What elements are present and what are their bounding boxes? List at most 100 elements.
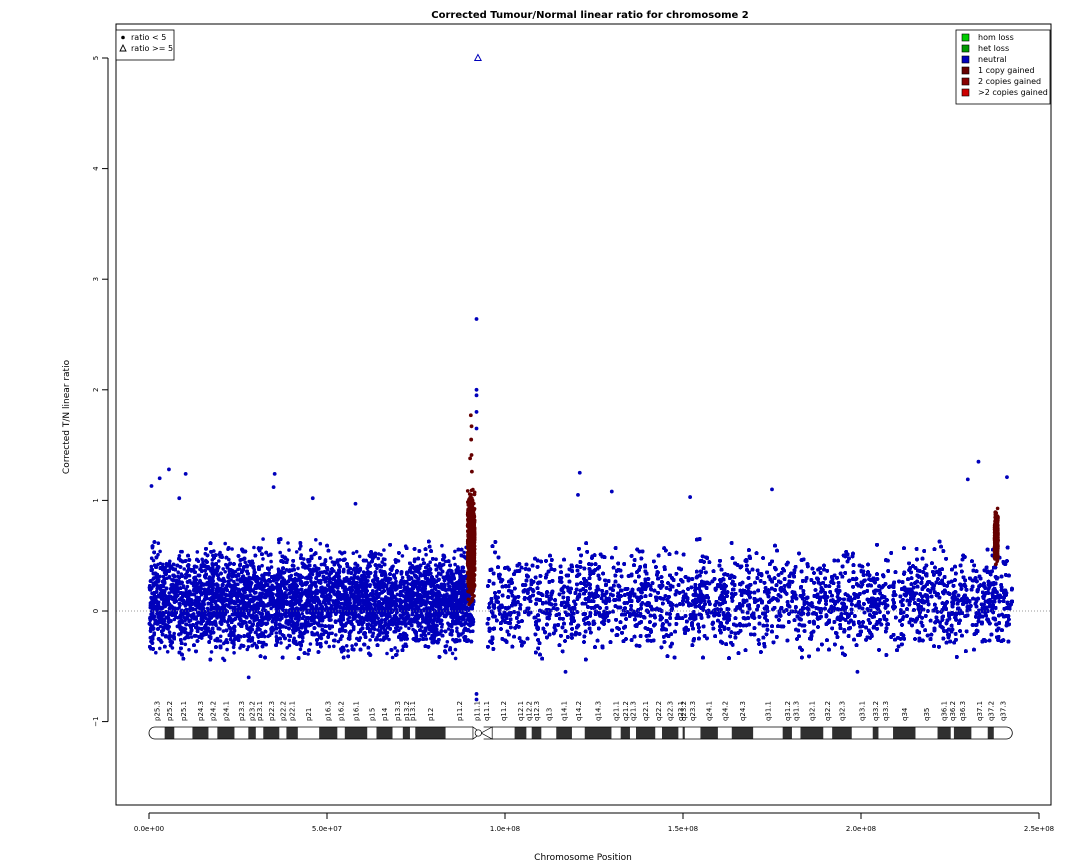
data-point: [166, 650, 170, 654]
data-point: [306, 577, 310, 581]
data-point: [453, 563, 457, 567]
data-point: [251, 644, 255, 648]
data-point: [346, 649, 350, 653]
data-point: [200, 558, 204, 562]
data-point: [396, 649, 400, 653]
data-point: [295, 550, 299, 554]
data-point: [430, 596, 434, 600]
data-point: [233, 584, 237, 588]
y-axis-label: Corrected T/N linear ratio: [62, 359, 72, 474]
data-point: [355, 550, 359, 554]
data-point: [267, 571, 271, 575]
data-point: [285, 646, 289, 650]
data-point: [377, 552, 381, 556]
data-point: [319, 542, 323, 546]
data-point: [223, 542, 227, 546]
data-point: [382, 557, 386, 561]
data-point: [352, 551, 356, 555]
data-point: [350, 644, 354, 648]
data-point: [373, 574, 377, 578]
data-point: [452, 556, 456, 560]
data-point: [221, 657, 225, 661]
data-point: [225, 648, 229, 652]
data-point: [428, 560, 432, 564]
data-point: [440, 544, 444, 548]
data-point: [390, 565, 394, 569]
data-point: [182, 567, 186, 571]
chart-title: Corrected Tumour/Normal linear ratio for…: [431, 10, 749, 21]
data-point: [232, 646, 236, 650]
data-point: [351, 585, 355, 589]
data-point: [221, 567, 225, 571]
data-point: [447, 627, 451, 631]
data-point: [451, 652, 455, 656]
data-point: [328, 645, 332, 649]
data-point: [150, 565, 154, 569]
data-point: [332, 645, 336, 649]
data-point: [298, 603, 302, 607]
data-point: [330, 632, 334, 636]
data-point: [313, 564, 317, 568]
data-point: [154, 651, 158, 655]
data-point: [446, 640, 450, 644]
data-point: [425, 637, 429, 641]
data-point: [314, 538, 318, 542]
data-point: [150, 556, 154, 560]
data-point: [375, 567, 379, 571]
data-point: [425, 600, 429, 604]
data-point: [187, 648, 191, 652]
data-point: [275, 631, 279, 635]
data-point: [411, 613, 415, 617]
data-point: [232, 580, 236, 584]
data-point: [266, 635, 270, 639]
data-point: [306, 652, 310, 656]
data-point: [153, 631, 157, 635]
data-point: [454, 657, 458, 661]
data-points-layer: [148, 55, 1014, 702]
data-point: [176, 570, 180, 574]
data-point: [371, 589, 375, 593]
data-point: [407, 627, 411, 631]
data-point: [445, 644, 449, 648]
data-point: [455, 630, 459, 634]
x-axis-label: Chromosome Position: [534, 853, 632, 863]
data-point: [454, 648, 458, 652]
data-point: [334, 633, 338, 637]
data-point: [287, 548, 291, 552]
data-point: [158, 550, 162, 554]
data-point: [219, 635, 223, 639]
data-point: [229, 637, 233, 641]
data-point: [230, 547, 234, 551]
data-point: [190, 635, 194, 639]
data-point: [377, 557, 381, 561]
data-point: [158, 647, 162, 651]
data-point: [453, 550, 457, 554]
data-point: [278, 551, 282, 555]
data-point: [238, 567, 242, 571]
data-point: [401, 554, 405, 558]
data-point: [168, 630, 172, 634]
data-point: [336, 558, 340, 562]
data-point: [196, 550, 200, 554]
data-point: [380, 614, 384, 618]
data-point: [288, 639, 292, 643]
data-point: [269, 560, 273, 564]
data-point: [397, 629, 401, 633]
data-point: [180, 550, 184, 554]
data-point: [367, 561, 371, 565]
data-point: [172, 632, 176, 636]
data-point: [362, 570, 366, 574]
data-point: [252, 546, 256, 550]
data-point: [296, 567, 300, 571]
data-point: [261, 537, 265, 541]
data-point: [229, 601, 233, 605]
data-point: [157, 541, 161, 545]
data-point: [382, 548, 386, 552]
data-point: [299, 648, 303, 652]
data-point: [434, 557, 438, 561]
data-point: [260, 564, 264, 568]
data-point: [462, 551, 466, 555]
data-point: [184, 643, 188, 647]
